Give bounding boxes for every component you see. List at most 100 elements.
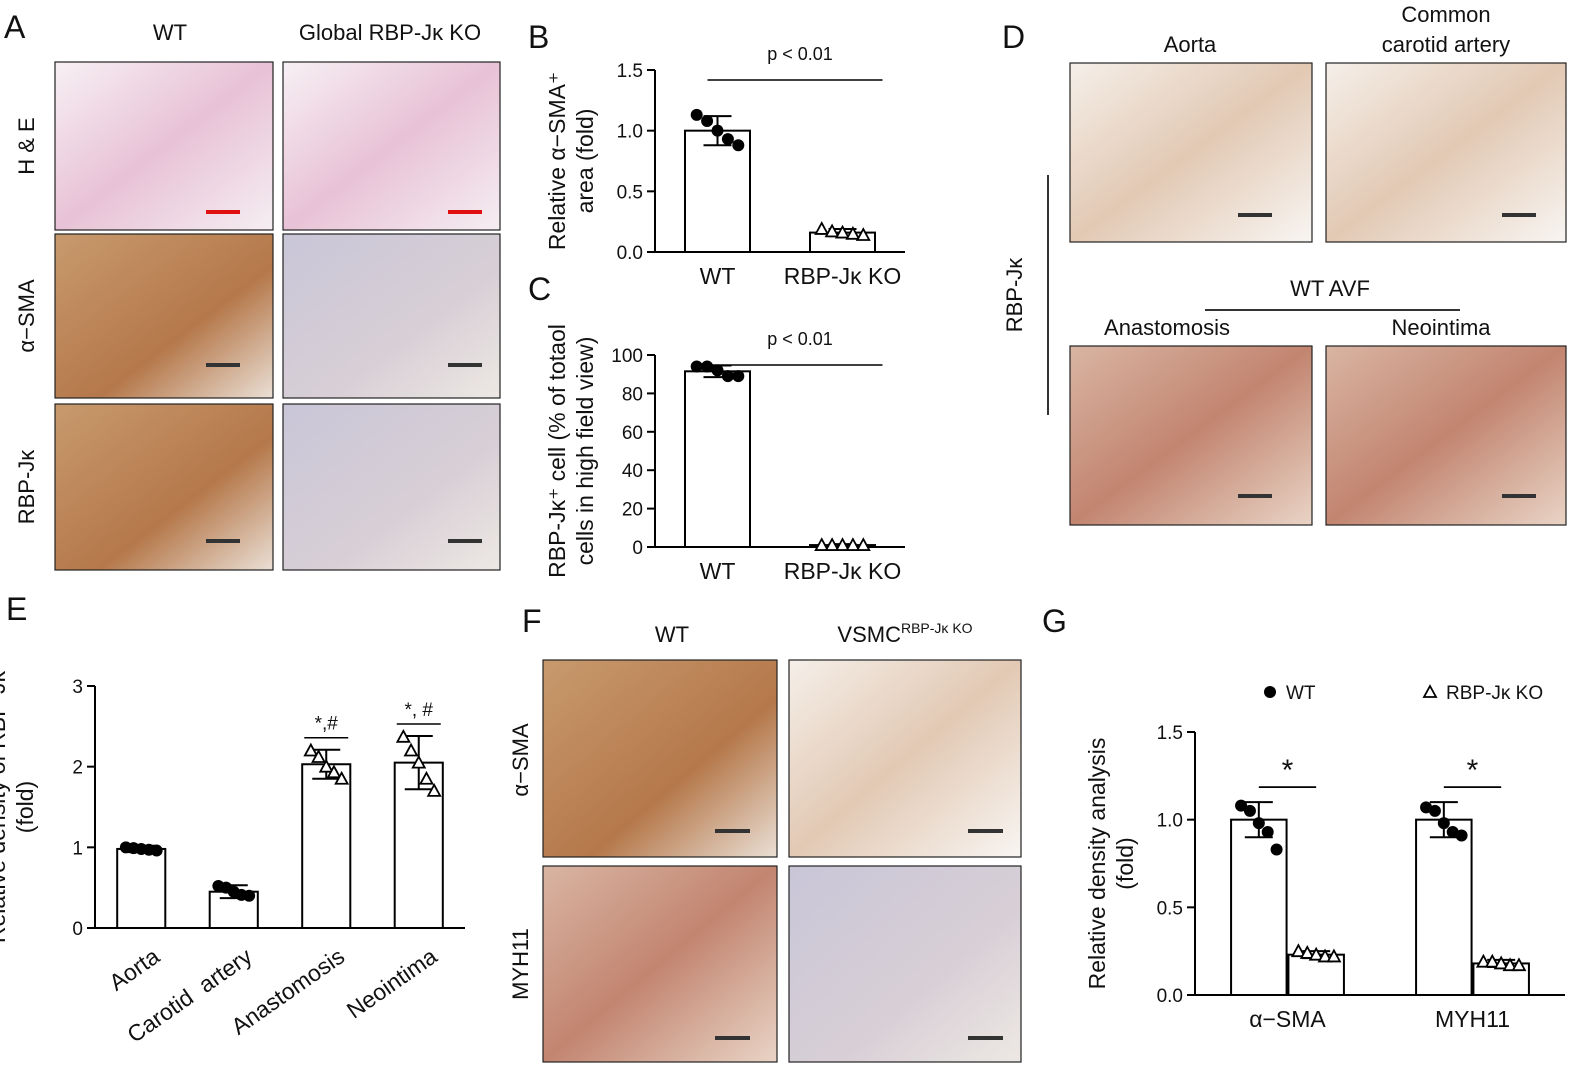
data-point (1502, 957, 1518, 972)
panel-letter: F (522, 603, 542, 639)
annotation: *, # (404, 700, 433, 721)
y-tick-label: 80 (622, 384, 643, 405)
data-point (824, 223, 840, 238)
data-point (395, 728, 411, 743)
x-tick-label: Neointima (342, 943, 442, 1024)
micrograph (1069, 62, 1313, 243)
micrograph (54, 61, 274, 231)
panel-letter: A (4, 9, 26, 45)
bar (301, 763, 352, 929)
micrograph (282, 403, 501, 571)
y-tick-label: 40 (622, 461, 643, 482)
y-tick-label: 0 (72, 919, 83, 940)
y-tick-label: 0 (632, 538, 643, 559)
data-point (1437, 817, 1450, 830)
data-point (732, 139, 745, 152)
row-label: RBP-Jκ (1002, 257, 1027, 333)
group-label: WT AVF (1290, 276, 1370, 301)
row-label: α−SMA (508, 723, 533, 797)
data-point (711, 124, 724, 137)
micrograph (54, 403, 274, 571)
data-point (834, 537, 851, 551)
x-tick-label: RBP-Jκ KO (784, 263, 902, 289)
y-axis-label: RBP-Jκ⁺ cell (% of totaol (544, 324, 570, 578)
data-point (721, 370, 734, 383)
bar (1415, 818, 1473, 997)
column-label: Anastomosis (1104, 315, 1230, 340)
data-point (855, 537, 871, 551)
data-point (1484, 953, 1500, 968)
data-point (243, 889, 256, 902)
data-point (403, 742, 419, 757)
y-axis-label: Relative α−SMA⁺ (544, 72, 570, 250)
data-point (690, 108, 703, 121)
y-axis-label: area (fold) (572, 109, 598, 214)
micrograph (542, 865, 778, 1063)
y-tick-label: 1.5 (1157, 723, 1183, 744)
panel-letter: G (1042, 603, 1067, 639)
data-point (1235, 799, 1248, 812)
data-point (411, 754, 427, 769)
y-tick-label: 0.0 (1157, 986, 1183, 1007)
y-tick-label: 20 (622, 500, 643, 521)
data-point (311, 749, 327, 763)
micrograph (1325, 345, 1567, 526)
data-point (150, 844, 163, 857)
panel-letter: E (6, 591, 27, 627)
data-point (834, 224, 851, 239)
y-tick-label: 0.0 (617, 243, 643, 264)
micrograph (1325, 62, 1567, 243)
data-point (1422, 684, 1438, 698)
column-label: WT (655, 622, 689, 647)
data-point (1252, 817, 1265, 830)
y-tick-label: 1.0 (617, 122, 643, 143)
micrograph (1069, 345, 1313, 526)
column-label: VSMCRBP-Jκ KO (837, 620, 972, 647)
annotation: *,# (315, 714, 339, 735)
data-point (711, 364, 724, 377)
row-label: α−SMA (14, 279, 39, 353)
x-tick-label: WT (700, 558, 736, 584)
y-tick-label: 0.5 (1157, 898, 1183, 919)
data-point (1493, 955, 1509, 970)
y-axis-label: (fold) (12, 781, 38, 833)
annotation: p < 0.01 (767, 329, 833, 349)
data-point (1317, 948, 1333, 963)
data-point (845, 537, 861, 551)
y-tick-label: 100 (611, 346, 643, 367)
y-tick-label: 2 (72, 758, 83, 779)
data-point (1455, 829, 1468, 842)
bar (116, 847, 167, 929)
data-point (1308, 946, 1324, 961)
y-tick-label: 1.0 (1157, 811, 1183, 832)
data-point (1243, 804, 1256, 817)
data-point (1261, 825, 1274, 838)
data-point (845, 225, 861, 240)
y-tick-label: 60 (622, 423, 643, 444)
bar (684, 370, 751, 548)
data-point (318, 758, 334, 773)
data-point (855, 227, 871, 241)
annotation: p < 0.01 (767, 44, 833, 64)
micrograph (542, 659, 778, 858)
x-tick-label: α−SMA (1249, 1006, 1326, 1032)
legend-label: RBP-Jκ KO (1446, 683, 1543, 704)
data-point (418, 770, 434, 785)
x-tick-label: MYH11 (1435, 1006, 1510, 1032)
row-label: MYH11 (508, 928, 533, 1000)
y-tick-label: 1.5 (617, 61, 643, 82)
scale-bars (206, 210, 482, 543)
y-axis-label: Relative density of RBP-Jκ (0, 670, 10, 943)
data-point (426, 782, 442, 797)
data-point (1270, 843, 1283, 856)
x-tick-label: WT (700, 263, 736, 289)
legend-label: WT (1286, 683, 1316, 704)
column-label: Common (1401, 2, 1490, 27)
data-point (824, 537, 840, 551)
data-point (1511, 957, 1527, 972)
annotation: * (1467, 754, 1479, 787)
data-point (814, 221, 830, 235)
data-point (1475, 953, 1491, 968)
